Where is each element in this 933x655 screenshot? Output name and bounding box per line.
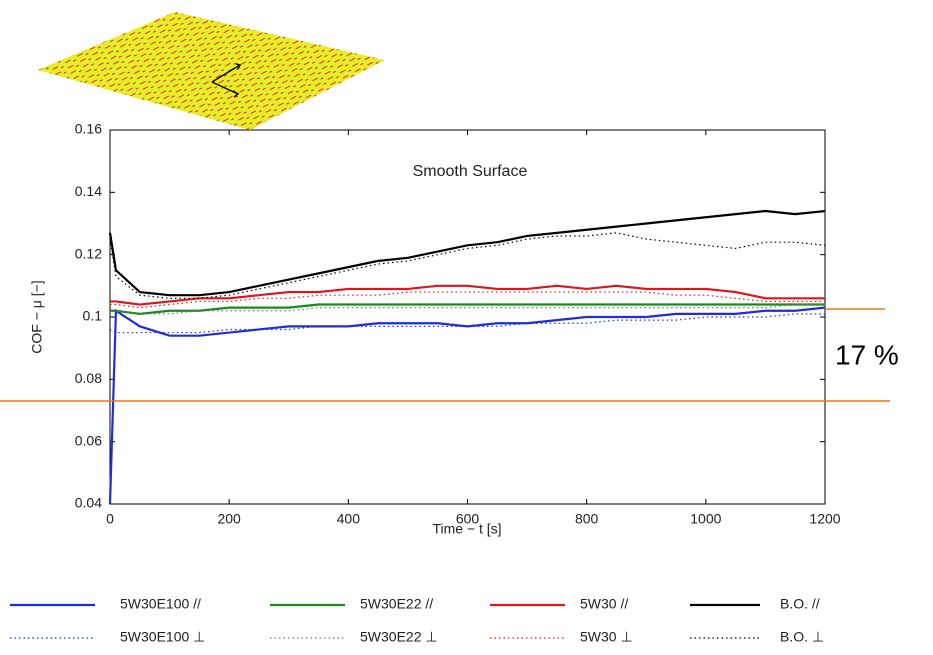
legend-label: 5W30 // xyxy=(580,596,628,612)
y-tick-label: 0.16 xyxy=(75,121,102,137)
chart: Smooth Surface 17 % Time − t [s] COF − μ… xyxy=(0,0,933,655)
x-tick-label: 1200 xyxy=(809,511,840,527)
y-tick-label: 0.14 xyxy=(75,183,102,199)
legend-label: 5W30E100 // xyxy=(120,596,201,612)
legend-label: 5W30E22 ⊥ xyxy=(360,629,438,645)
x-tick-label: 800 xyxy=(575,511,599,527)
legend-label: B.O. // xyxy=(780,596,820,612)
y-tick-label: 0.06 xyxy=(75,432,102,448)
x-tick-label: 200 xyxy=(217,511,241,527)
difference-label: 17 % xyxy=(835,339,899,370)
x-tick-label: 1000 xyxy=(690,511,721,527)
y-axis-label: COF − μ [−] xyxy=(29,280,45,353)
legend-label: B.O. ⊥ xyxy=(780,629,824,645)
annotation: Smooth Surface xyxy=(413,163,528,180)
legend-label: 5W30 ⊥ xyxy=(580,629,633,645)
x-tick-label: 400 xyxy=(337,511,361,527)
y-tick-label: 0.12 xyxy=(75,245,102,261)
legend-label: 5W30E100 ⊥ xyxy=(120,629,205,645)
y-tick-label: 0.08 xyxy=(75,370,102,386)
y-tick-label: 0.1 xyxy=(83,308,103,324)
x-tick-label: 0 xyxy=(106,511,114,527)
surface-image xyxy=(38,12,385,130)
plot-area xyxy=(110,130,825,504)
legend: 5W30E100 // 5W30E22 // 5W30 // B.O. // 5W30E… xyxy=(10,596,824,645)
legend-label: 5W30E22 // xyxy=(360,596,433,612)
x-tick-label: 600 xyxy=(456,511,480,527)
y-tick-label: 0.04 xyxy=(75,495,102,511)
